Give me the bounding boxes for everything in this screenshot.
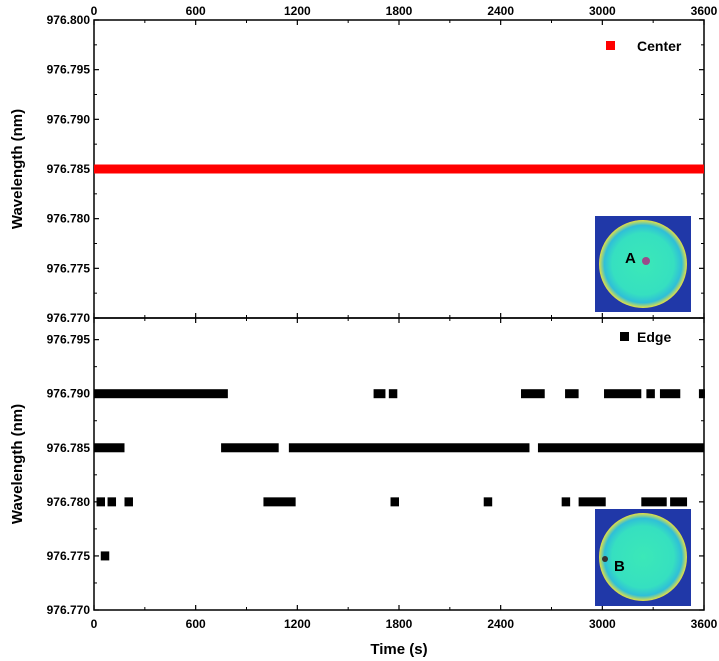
- bottom-data-segment: [659, 389, 681, 399]
- top-x-tick-label-top: 0: [91, 4, 98, 18]
- bottom-data-segment: [483, 497, 493, 507]
- bottom-data-segment: [390, 497, 399, 507]
- legend-center: Center: [606, 38, 682, 54]
- ticks-layer: 976.770 976.775 976.780 976.785 976.790 976.7…: [47, 4, 718, 631]
- bottom-data-segment: [578, 497, 606, 507]
- bottom-x-tick-label: 3600: [691, 617, 718, 631]
- bottom-data-segment: [94, 389, 228, 399]
- inset-b-disc: [599, 513, 687, 601]
- top-x-tick-label-top: 3600: [691, 4, 718, 18]
- inset-a-probe-dot: [642, 257, 650, 265]
- top-x-tick-label-top: 3000: [589, 4, 616, 18]
- top-x-tick-label-top: 600: [186, 4, 206, 18]
- bottom-data-segment: [646, 389, 655, 399]
- bottom-y-tick-label: 976.790: [47, 387, 91, 401]
- bottom-data-segment: [521, 389, 545, 399]
- bottom-x-tick-label: 3000: [589, 617, 616, 631]
- bottom-data-segment: [537, 443, 704, 453]
- bottom-data-segment: [373, 389, 386, 399]
- bottom-data-segment: [100, 551, 110, 561]
- inset-a-disc: [599, 220, 687, 308]
- top-data-segment: [94, 164, 704, 174]
- bottom-y-tick-label: 976.775: [47, 549, 91, 563]
- bottom-data-segment: [641, 497, 667, 507]
- x-axis-label: Time (s): [370, 641, 427, 658]
- bottom-data-segment: [94, 443, 125, 453]
- bottom-data-segment: [96, 497, 106, 507]
- bottom-y-tick-label: 976.780: [47, 495, 91, 509]
- bottom-data-segment: [288, 443, 530, 453]
- bottom-x-tick-label: 0: [91, 617, 98, 631]
- bottom-data-segment: [561, 497, 571, 507]
- bottom-y-tick-label: 976.795: [47, 333, 91, 347]
- bottom-y-tick-label: 976.770: [47, 603, 91, 617]
- top-y-tick-label: 976.790: [47, 112, 91, 126]
- bottom-data-segment: [670, 497, 688, 507]
- inset-image-a: A: [595, 216, 691, 312]
- bottom-data-segment: [221, 443, 279, 453]
- top-y-axis-label: Wavelength (nm): [9, 109, 26, 229]
- inset-b-probe-dot: [602, 556, 608, 562]
- inset-image-b: B: [595, 509, 691, 606]
- marks-layer: [94, 164, 705, 561]
- bottom-y-tick-label: 976.785: [47, 441, 91, 455]
- legend-edge-marker: [620, 332, 629, 341]
- bottom-x-tick-label: 1800: [386, 617, 413, 631]
- bottom-data-segment: [263, 497, 296, 507]
- bottom-data-segment: [107, 497, 117, 507]
- top-y-tick-label: 976.775: [47, 261, 91, 275]
- top-y-tick-label: 976.795: [47, 63, 91, 77]
- legend-center-marker: [606, 41, 615, 50]
- bottom-y-axis-label: Wavelength (nm): [9, 404, 26, 524]
- bottom-data-segment: [698, 389, 705, 399]
- legend-edge: Edge: [620, 329, 671, 345]
- top-x-tick-label-top: 1800: [386, 4, 413, 18]
- top-y-tick-label: 976.800: [47, 13, 91, 27]
- bottom-data-segment: [565, 389, 579, 399]
- bottom-x-tick-label: 600: [186, 617, 206, 631]
- bottom-data-segment: [124, 497, 133, 507]
- legend-center-label: Center: [637, 38, 682, 54]
- inset-b-label: B: [614, 558, 625, 575]
- top-y-tick-label: 976.770: [47, 311, 91, 325]
- top-x-tick-label-top: 1200: [284, 4, 311, 18]
- bottom-data-segment: [604, 389, 642, 399]
- bottom-data-segment: [388, 389, 398, 399]
- legend-edge-label: Edge: [637, 329, 671, 345]
- top-y-tick-label: 976.780: [47, 212, 91, 226]
- top-x-tick-label-top: 2400: [487, 4, 514, 18]
- inset-a-label: A: [625, 250, 636, 267]
- bottom-x-tick-label: 1200: [284, 617, 311, 631]
- bottom-x-tick-label: 2400: [487, 617, 514, 631]
- top-y-tick-label: 976.785: [47, 162, 91, 176]
